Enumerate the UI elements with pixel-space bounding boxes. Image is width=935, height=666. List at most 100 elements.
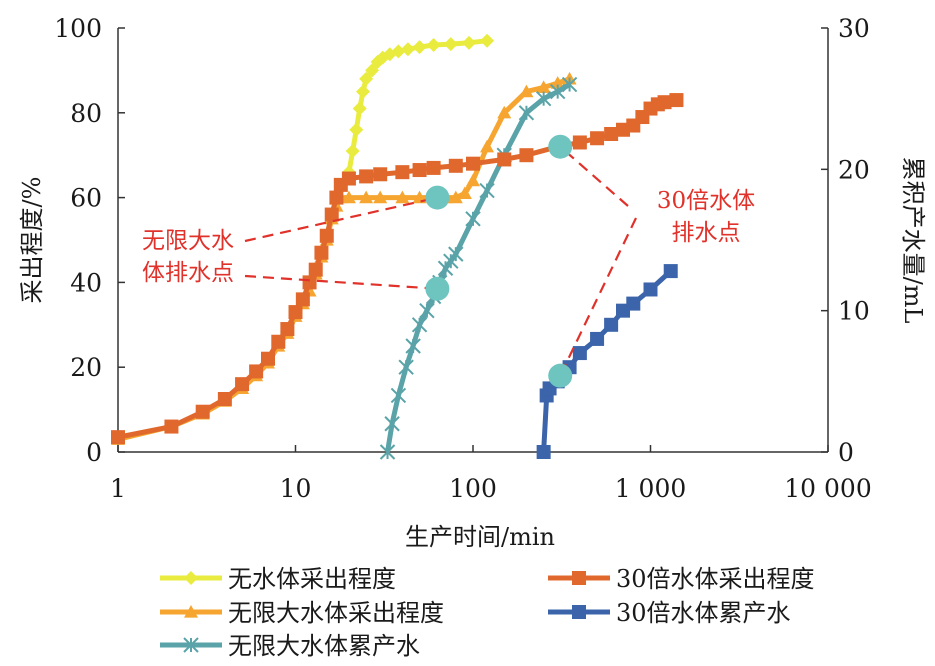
data-point: [497, 105, 512, 119]
data-point: [295, 292, 310, 307]
data-point: [379, 444, 396, 460]
data-point: [319, 228, 334, 243]
data-point: [663, 264, 678, 279]
data-point: [395, 190, 410, 204]
data-point: [324, 207, 339, 222]
data-point: [235, 377, 250, 392]
annotation-marker-dot: [548, 134, 573, 159]
legend-label: 无限大水体采出程度: [228, 599, 444, 627]
annotation-label: 排水点: [672, 220, 741, 246]
data-point: [355, 84, 370, 99]
data-point: [411, 317, 428, 333]
legend-label: 无水体采出程度: [228, 565, 396, 593]
data-point: [390, 387, 407, 404]
y-right-tick-label: 10: [838, 297, 870, 326]
data-point: [341, 190, 356, 204]
data-point: [308, 262, 323, 277]
data-point: [466, 156, 480, 171]
series-3: [111, 93, 684, 445]
data-point: [643, 282, 658, 297]
data-point: [217, 392, 232, 406]
data-point: [462, 35, 477, 50]
data-point: [398, 359, 414, 375]
data-point: [657, 95, 672, 110]
annotation-leader-line: [559, 217, 637, 377]
x-tick-label: 1 000: [615, 474, 687, 503]
annotation-leader-line: [559, 145, 629, 207]
data-point: [111, 430, 125, 445]
legend-label: 30倍水体累产水: [616, 599, 791, 627]
data-point: [448, 190, 463, 204]
x-axis-title: 生产时间/min: [405, 523, 555, 551]
annotation-label: 体排水点: [142, 260, 234, 286]
y-left-axis-title: 采出程度/%: [18, 177, 46, 304]
data-point: [349, 122, 364, 137]
axes-layer: 1 10 100 1 000 10 000 0 20 40 60 80 100 0 10 20 30: [54, 14, 871, 503]
y-right-tick-label: 20: [838, 155, 870, 184]
x-tick-label: 10 000: [784, 474, 871, 503]
data-point: [535, 90, 552, 107]
annotation-marker-dot: [548, 363, 573, 388]
legend-item: 无限大水体采出程度: [160, 599, 444, 627]
data-point: [549, 83, 566, 100]
data-point: [443, 37, 458, 52]
data-point: [261, 351, 276, 366]
data-point: [419, 302, 435, 319]
annotation-marker-dot: [425, 185, 450, 210]
data-point: [341, 171, 356, 186]
data-point: [359, 169, 374, 184]
data-point: [373, 167, 388, 182]
data-point: [479, 182, 495, 199]
data-point: [497, 152, 512, 167]
data-point: [466, 173, 480, 187]
y-left-tick-label: 80: [70, 99, 102, 128]
data-point: [519, 84, 534, 98]
legend-item: 30倍水体累产水: [548, 599, 791, 627]
data-point: [536, 80, 551, 93]
legend-label: 无限大水体累产水: [228, 632, 420, 660]
data-point: [550, 76, 565, 89]
y-left-tick-label: 100: [54, 14, 102, 43]
annotation-label: 无限大水: [142, 228, 234, 254]
y-right-tick-label: 30: [838, 14, 870, 43]
data-point: [426, 160, 441, 175]
data-point: [384, 416, 400, 432]
annotation-leader-line: [244, 274, 438, 290]
data-point: [590, 131, 605, 146]
data-point: [465, 211, 481, 227]
x-tick-label: 1: [110, 474, 126, 503]
data-point: [345, 143, 360, 158]
series-line: [346, 38, 488, 173]
data-point: [561, 76, 578, 93]
data-point: [448, 246, 464, 262]
data-point: [164, 419, 179, 434]
data-point: [405, 338, 421, 354]
legend-swatch-marker: [184, 571, 198, 585]
legend-item: 无水体采出程度: [160, 565, 396, 593]
data-point: [359, 190, 374, 204]
data-point: [412, 40, 427, 55]
x-tick-label: 100: [449, 474, 497, 503]
data-point: [280, 322, 295, 337]
data-point: [457, 186, 472, 199]
data-point: [249, 364, 264, 379]
data-point: [572, 346, 587, 361]
legend-item: 30倍水体采出程度: [548, 565, 815, 593]
data-point: [288, 305, 303, 320]
data-point: [604, 127, 619, 141]
legend-item: 无限大水体累产水: [160, 632, 420, 660]
data-point: [572, 135, 587, 150]
data-point: [480, 139, 495, 153]
y-right-tick-label: 0: [838, 438, 854, 467]
y-right-axis-title: 累积产水量/mL: [899, 157, 927, 324]
data-point: [480, 33, 495, 48]
data-point: [536, 445, 551, 459]
legend-swatch-marker: [183, 637, 199, 653]
data-point: [626, 296, 641, 311]
legend-swatch-marker: [572, 571, 586, 585]
legend-label: 30倍水体采出程度: [616, 565, 815, 593]
data-point: [302, 275, 317, 290]
